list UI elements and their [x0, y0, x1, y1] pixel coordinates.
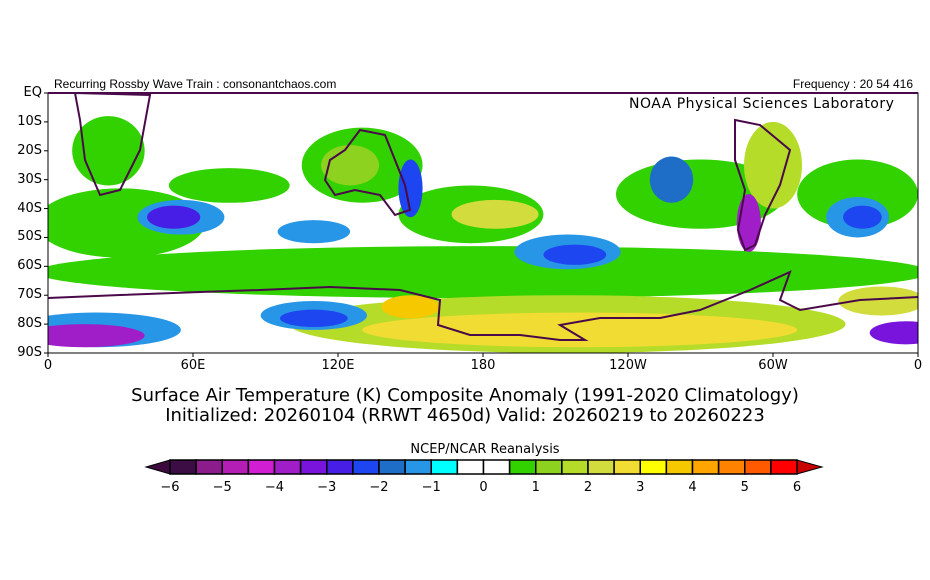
lat-label: 20S	[17, 142, 42, 158]
colorbar-label: NCEP/NCAR Reanalysis	[410, 442, 560, 457]
colorbar-box	[717, 459, 746, 475]
colorbar-tick-label: −2	[369, 480, 389, 495]
anomaly-region-10	[321, 145, 380, 186]
australia-coastline	[323, 128, 412, 217]
colorbar-box	[169, 459, 197, 475]
anomaly-region-13	[381, 295, 440, 319]
lon-label: 0	[43, 358, 53, 373]
antarctica-coastline	[48, 270, 918, 341]
colorbar-box	[378, 459, 406, 475]
colorbar-box	[508, 459, 537, 475]
lat-label: 90S	[17, 345, 42, 360]
anomaly-region-29	[843, 205, 882, 229]
lon-label: 120E	[321, 358, 355, 373]
colorbar-box	[430, 459, 459, 475]
colorbar-tick-label: 1	[531, 480, 540, 495]
anomaly-region-8	[744, 121, 802, 209]
lon-label: 120W	[609, 358, 647, 373]
anomaly-region-14	[838, 286, 918, 316]
colorbar-tick-label: 5	[740, 480, 749, 495]
colorbar-box	[770, 459, 798, 475]
colorbar-tick-label: −4	[264, 480, 285, 495]
colorbar-tick-label: 6	[792, 480, 802, 495]
anomaly-region-19	[147, 205, 201, 229]
colorbar-box	[195, 459, 223, 475]
colorbar-box	[221, 459, 250, 475]
anomaly-region-0	[48, 246, 918, 299]
anomaly-region-23	[398, 159, 423, 218]
anomaly-region-17	[869, 321, 918, 345]
header-frequency: Frequency : 20 54 416	[792, 77, 913, 91]
colorbar-box	[299, 459, 328, 475]
colorbar-box	[639, 459, 668, 475]
anomaly-region-20	[277, 220, 351, 244]
anomaly-region-3	[168, 168, 290, 203]
colorbar-box	[561, 459, 589, 475]
colorbar-box	[273, 459, 302, 475]
colorbar-tick-label: 0	[479, 480, 488, 495]
colorbar-box	[587, 459, 615, 475]
lon-label: 60W	[758, 358, 788, 373]
lat-label: 50S	[17, 229, 42, 245]
anomaly-region-2	[72, 116, 145, 186]
colorbar-tick-label: −1	[421, 480, 441, 495]
colorbar-tick-label: 4	[688, 480, 697, 495]
colorbar-box	[665, 459, 694, 475]
lat-label: EQ	[23, 85, 42, 100]
anomaly-region-27	[736, 194, 761, 252]
colorbar-over-triangle	[796, 459, 824, 475]
anomaly-region-26	[649, 156, 694, 203]
colorbar-box	[404, 459, 432, 475]
colorbar-box	[352, 459, 380, 475]
colorbar-box	[535, 459, 563, 475]
lat-label: 10S	[17, 113, 42, 129]
lat-label: 70S	[17, 287, 42, 303]
colorbar-box	[613, 459, 641, 475]
colorbar-tick-label: 3	[636, 480, 645, 495]
colorbar-box	[744, 459, 772, 475]
colorbar-box	[456, 459, 485, 475]
coastlines	[48, 93, 918, 341]
lon-label: 0	[913, 358, 923, 373]
anomaly-region-25	[543, 244, 607, 265]
lat-label: 80S	[17, 316, 42, 332]
colorbar-box	[482, 459, 511, 475]
lab-label: NOAA Physical Sciences Laboratory	[626, 96, 898, 112]
colorbar-box	[691, 459, 720, 475]
lon-label: 60E	[180, 358, 206, 373]
lat-label: 30S	[17, 171, 42, 187]
anomaly-region-9	[451, 199, 539, 229]
colorbar-under-triangle	[144, 459, 171, 475]
anomaly-region-12	[362, 312, 798, 348]
anomaly-region-22	[280, 309, 348, 328]
africa-coastline	[73, 93, 152, 197]
colorbar-box	[326, 459, 354, 475]
lat-label: 40S	[17, 200, 42, 216]
colorbar-box	[247, 459, 276, 475]
header-source: Recurring Rossby Wave Train : consonantc…	[54, 77, 337, 91]
anomaly-region-7	[797, 159, 918, 229]
colorbar-tick-label: −3	[317, 480, 337, 495]
colorbar-tick-label: −5	[212, 480, 232, 495]
south-america-coastline	[734, 118, 792, 252]
anomaly-region-16	[48, 324, 145, 348]
colorbar-tick-label: −6	[160, 480, 180, 495]
colorbar-tick-label: 2	[583, 480, 593, 495]
lon-label: 180	[470, 358, 496, 373]
chart-subtitle: Initialized: 20260104 (RRWT 4650d) Valid…	[165, 405, 765, 426]
chart-title: Surface Air Temperature (K) Composite An…	[131, 385, 799, 406]
lat-label: 60S	[17, 258, 42, 274]
